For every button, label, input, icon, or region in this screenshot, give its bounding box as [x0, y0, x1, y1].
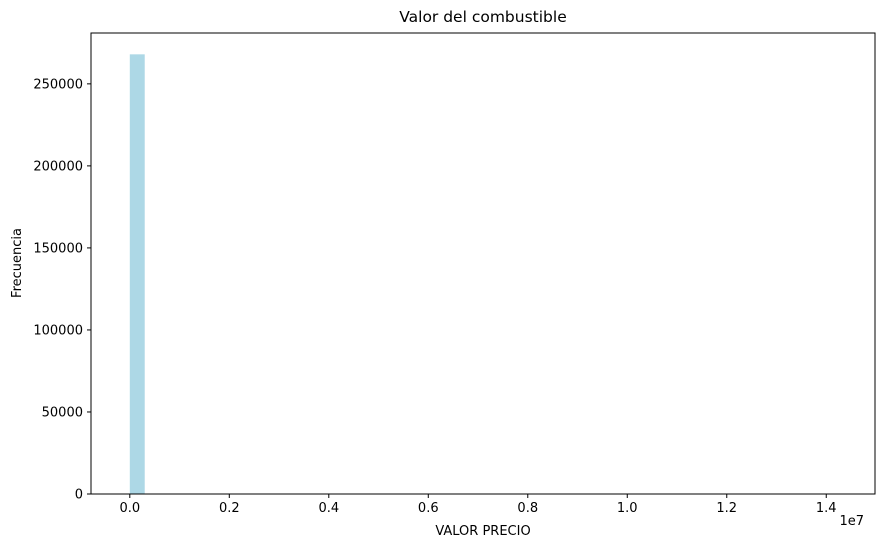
x-tick-label: 1.2 [716, 501, 737, 516]
x-tick-label: 0.6 [418, 501, 439, 516]
plot-area [129, 54, 145, 495]
y-axis-label: Frecuencia [10, 228, 25, 298]
y-tick-label: 50000 [42, 405, 83, 420]
chart-title: Valor del combustible [399, 8, 567, 26]
histogram-bar [129, 54, 145, 495]
y-tick-label: 0 [75, 488, 83, 503]
x-axis: 0.0 0.2 0.4 0.6 0.8 1.0 1.2 1.4 [119, 494, 837, 516]
x-tick-label: 1.4 [816, 501, 837, 516]
x-tick-label: 0.2 [219, 501, 240, 516]
y-tick-label: 250000 [33, 77, 83, 92]
x-axis-offset-label: 1e7 [839, 514, 864, 529]
x-tick-label: 0.4 [318, 501, 339, 516]
y-tick-label: 200000 [33, 159, 83, 174]
plot-frame [90, 32, 876, 495]
x-tick-label: 0.0 [119, 501, 140, 516]
y-tick-label: 150000 [33, 241, 83, 256]
x-tick-label: 1.0 [617, 501, 638, 516]
x-tick-label: 0.8 [517, 501, 538, 516]
x-axis-label: VALOR PRECIO [435, 524, 530, 539]
y-tick-label: 100000 [33, 323, 83, 338]
y-axis: 0 50000 100000 150000 200000 250000 [33, 77, 91, 503]
